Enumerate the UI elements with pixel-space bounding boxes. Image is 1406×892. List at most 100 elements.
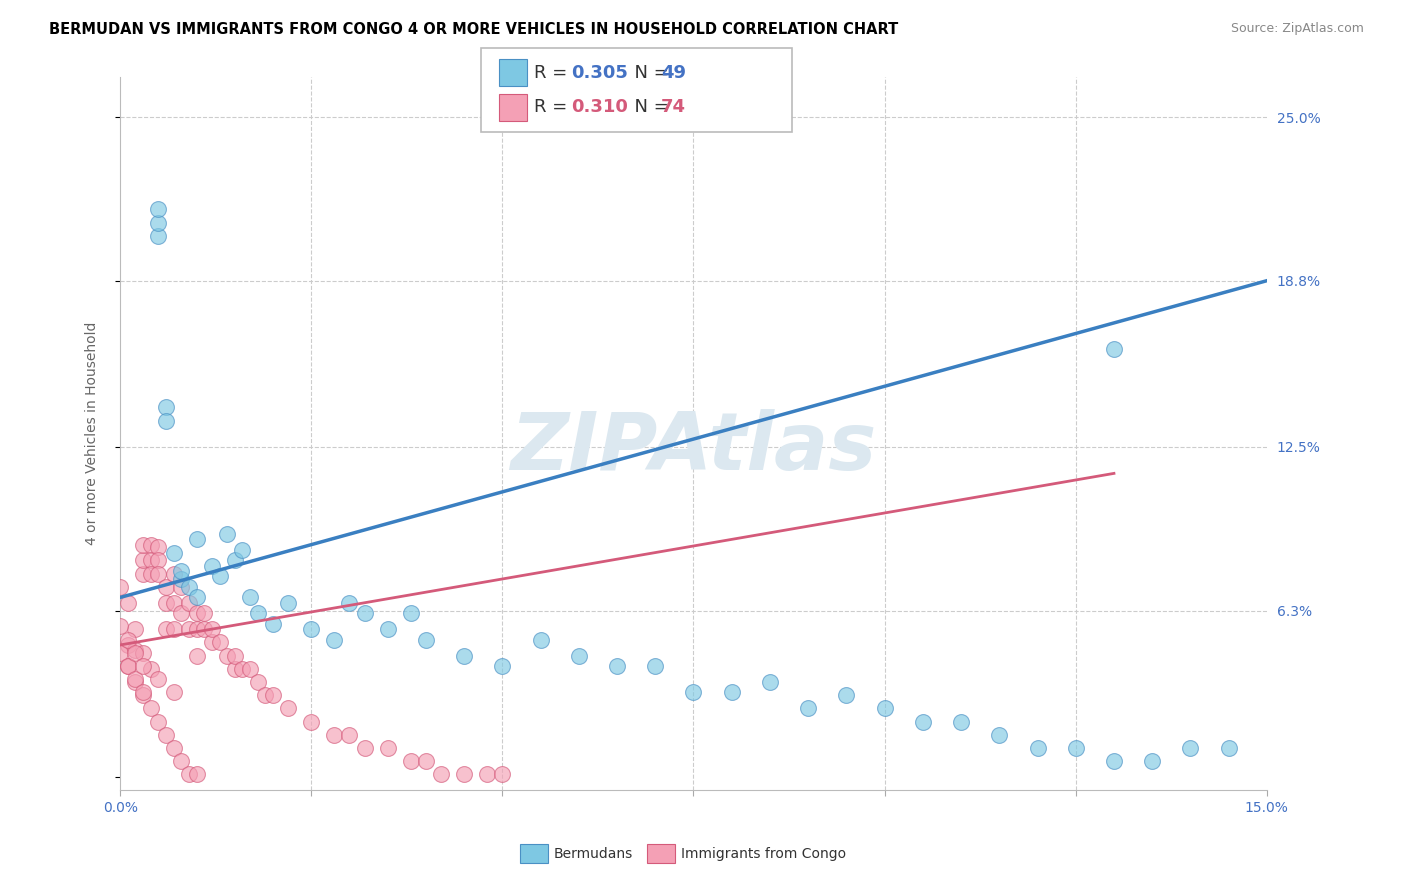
Point xyxy=(132,646,155,660)
Point xyxy=(217,527,239,541)
Point xyxy=(1180,740,1202,755)
Point xyxy=(108,646,131,660)
Point xyxy=(170,607,193,621)
Point xyxy=(163,740,186,755)
Point xyxy=(124,673,146,687)
Point xyxy=(262,688,284,702)
Point xyxy=(759,674,782,689)
Text: R =: R = xyxy=(534,98,574,116)
Point xyxy=(155,596,177,610)
Text: ZIPAtlas: ZIPAtlas xyxy=(510,409,876,487)
Point xyxy=(117,659,139,673)
Point xyxy=(988,728,1011,742)
Point xyxy=(124,674,146,689)
Point xyxy=(148,228,170,243)
Point xyxy=(246,607,269,621)
Point xyxy=(682,685,704,699)
Text: 0.310: 0.310 xyxy=(571,98,627,116)
Point xyxy=(155,401,177,415)
Point xyxy=(1218,740,1240,755)
Point xyxy=(239,662,262,676)
Point xyxy=(186,648,208,663)
Point xyxy=(117,596,139,610)
Point xyxy=(217,648,239,663)
Point xyxy=(170,564,193,578)
Point xyxy=(139,701,162,715)
Point xyxy=(124,622,146,636)
Point xyxy=(606,659,628,673)
Text: BERMUDAN VS IMMIGRANTS FROM CONGO 4 OR MORE VEHICLES IN HOUSEHOLD CORRELATION CH: BERMUDAN VS IMMIGRANTS FROM CONGO 4 OR M… xyxy=(49,22,898,37)
Point xyxy=(132,566,155,581)
Point xyxy=(186,622,208,636)
Point xyxy=(132,659,155,673)
Point xyxy=(491,659,513,673)
Point xyxy=(224,662,246,676)
Point xyxy=(163,545,186,559)
Point xyxy=(108,619,131,633)
Point xyxy=(323,632,346,647)
Point xyxy=(231,662,253,676)
Point xyxy=(148,566,170,581)
Point xyxy=(177,622,200,636)
Point xyxy=(399,607,422,621)
Point xyxy=(430,767,453,781)
Point xyxy=(148,673,170,687)
Point xyxy=(155,728,177,742)
Point xyxy=(139,553,162,567)
Point xyxy=(231,543,253,558)
Point xyxy=(148,553,170,567)
Point xyxy=(797,701,820,715)
Point xyxy=(415,754,437,768)
Point xyxy=(720,685,742,699)
Point xyxy=(177,580,200,594)
Text: 74: 74 xyxy=(661,98,686,116)
Point xyxy=(170,754,193,768)
Point xyxy=(239,591,262,605)
Point xyxy=(911,714,934,729)
Point xyxy=(415,632,437,647)
Point xyxy=(208,569,231,583)
Point xyxy=(1102,754,1125,768)
Point xyxy=(148,216,170,230)
Text: R =: R = xyxy=(534,64,574,82)
Point xyxy=(124,643,146,657)
Point xyxy=(453,767,475,781)
Point xyxy=(491,767,513,781)
Point xyxy=(186,533,208,547)
Point xyxy=(377,740,399,755)
Point xyxy=(399,754,422,768)
Point xyxy=(193,607,215,621)
Text: N =: N = xyxy=(623,64,675,82)
Point xyxy=(475,767,498,781)
Point xyxy=(193,622,215,636)
Point xyxy=(1026,740,1049,755)
Point xyxy=(132,553,155,567)
Point xyxy=(323,728,346,742)
Point xyxy=(1140,754,1163,768)
Point xyxy=(835,688,858,702)
Point xyxy=(163,685,186,699)
Point xyxy=(186,591,208,605)
Point xyxy=(117,638,139,652)
Point xyxy=(132,685,155,699)
Point xyxy=(262,616,284,631)
Point xyxy=(163,622,186,636)
Point xyxy=(353,607,375,621)
Point xyxy=(224,648,246,663)
Point xyxy=(224,553,246,567)
Point xyxy=(299,714,322,729)
Point xyxy=(353,740,375,755)
Point xyxy=(155,414,177,428)
Point xyxy=(139,566,162,581)
Point xyxy=(1102,343,1125,357)
Text: Source: ZipAtlas.com: Source: ZipAtlas.com xyxy=(1230,22,1364,36)
Point xyxy=(155,580,177,594)
Point xyxy=(148,541,170,555)
Point xyxy=(201,635,224,649)
Point xyxy=(186,607,208,621)
Point xyxy=(277,701,299,715)
Point xyxy=(873,701,896,715)
Point xyxy=(529,632,551,647)
Point xyxy=(201,558,224,573)
Point xyxy=(177,767,200,781)
